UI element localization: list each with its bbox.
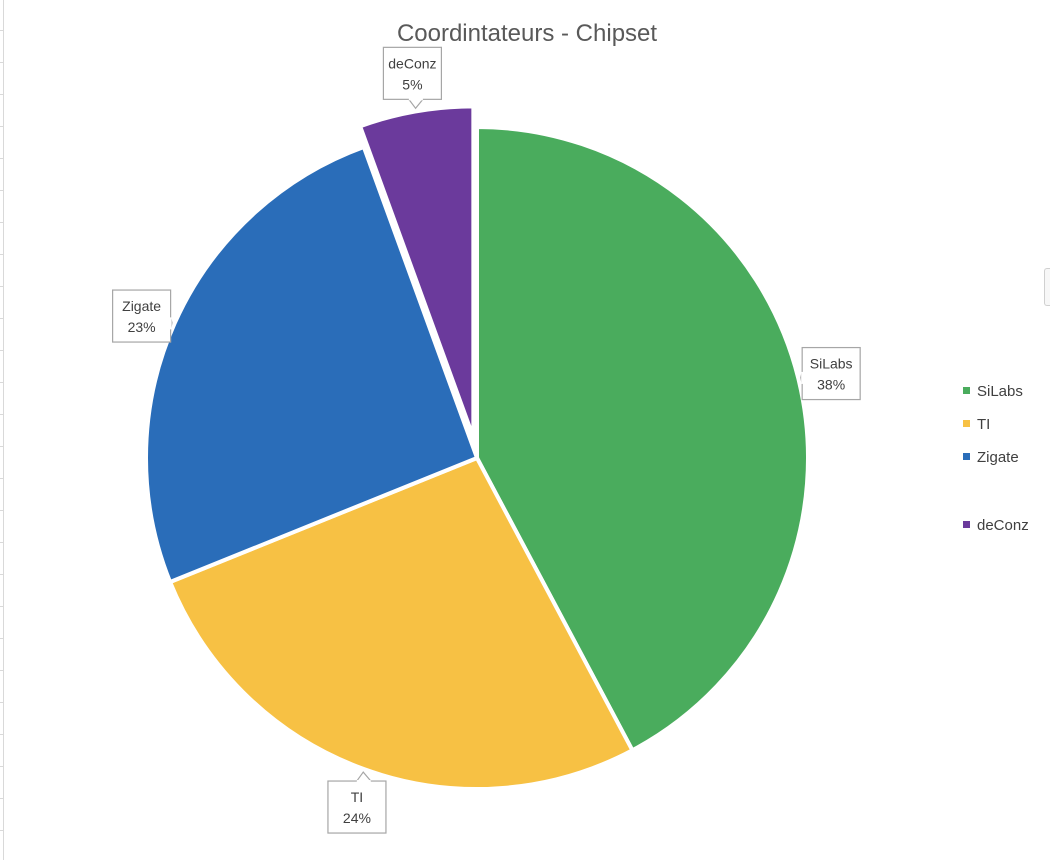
sheet-gutter [0, 0, 4, 860]
callout-box [112, 289, 172, 343]
data-label-category: Zigate [122, 298, 161, 314]
legend-swatch-ti [963, 420, 970, 427]
legend-label-deconz: deConz [977, 517, 1029, 534]
pie-slice-silabs[interactable] [475, 124, 810, 753]
legend-label-silabs: SiLabs [977, 383, 1023, 400]
data-label-value: 24% [343, 810, 371, 826]
data-label-category: SiLabs [810, 356, 853, 372]
callout-zigate: Zigate 23% [112, 289, 173, 343]
chart-title: Coordintateurs - Chipset [397, 20, 657, 47]
data-label-category: deConz [388, 55, 436, 71]
data-label-callouts: SiLabs 38% TI 24% Zigate 23% deConz 5% [112, 46, 861, 834]
legend-swatch-zigate [963, 453, 970, 460]
legend-swatch-deconz [963, 521, 970, 528]
data-label-value: 38% [817, 377, 845, 393]
legend-label-zigate: Zigate [977, 449, 1019, 466]
pie-slice-zigate[interactable] [144, 144, 480, 585]
legend: SiLabs TI Zigate deConz [963, 383, 1029, 534]
data-label-category: TI [351, 789, 363, 805]
pie-slice-deconz[interactable] [357, 104, 476, 439]
legend-label-ti: TI [977, 416, 990, 433]
callout-deconz: deConz 5% [382, 46, 443, 110]
callout-pointer [408, 98, 424, 110]
callout-silabs: SiLabs 38% [800, 346, 861, 401]
callout-box [801, 346, 861, 401]
legend-swatch-silabs [963, 387, 970, 394]
pie-slice-ti[interactable] [167, 455, 636, 791]
data-label-value: 5% [402, 76, 422, 92]
callout-ti: TI 24% [327, 771, 387, 834]
sheet-edge-tab[interactable] [1044, 268, 1050, 306]
data-label-value: 23% [128, 319, 156, 335]
callout-box [382, 46, 443, 100]
callout-box [327, 780, 387, 834]
callout-pointer [356, 771, 372, 782]
pie-slices [144, 104, 810, 791]
